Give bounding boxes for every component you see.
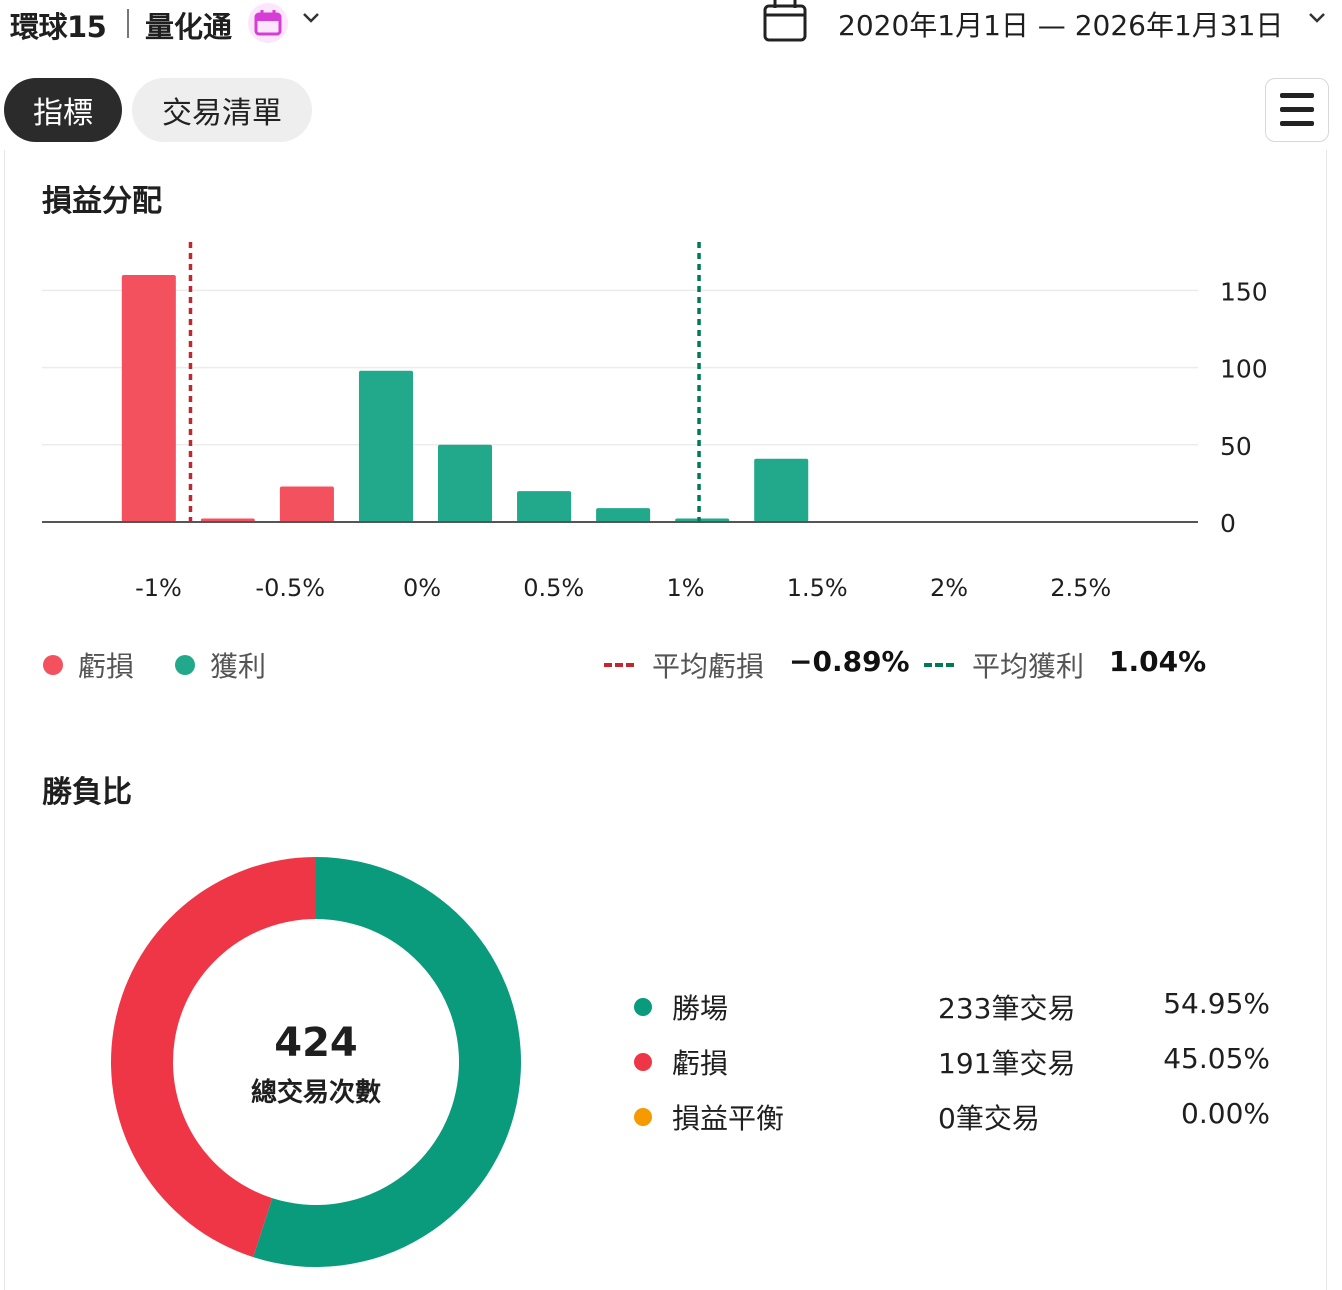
histogram-bar (279, 486, 334, 522)
row-count: 233筆交易 (938, 992, 1076, 1025)
loss-dot-icon (634, 1053, 652, 1071)
tab-metrics[interactable]: 指標 (4, 78, 122, 142)
y-tick-label: 50 (1220, 432, 1252, 461)
pnl-legend: 虧損 獲利 平均虧損 −0.89% 平均獲利 1.04% (40, 645, 1206, 685)
total-trades-label: 總交易次數 (250, 1078, 381, 1108)
donut-segment (253, 857, 521, 1267)
menu-button[interactable] (1265, 78, 1329, 142)
menu-icon-bar (1280, 107, 1314, 112)
win-loss-row-loss: 虧損 191筆交易 45.05% (634, 1042, 1274, 1082)
win-loss-donut-chart (110, 857, 521, 1267)
win-loss-row-win: 勝場 233筆交易 54.95% (634, 987, 1274, 1027)
tab-trade-list[interactable]: 交易清單 (132, 78, 312, 142)
row-percent: 0.00% (1181, 1097, 1270, 1130)
avg-loss-label: 平均虧損 (652, 650, 765, 683)
row-label: 損益平衡 (672, 1102, 785, 1135)
date-dropdown-chevron-icon[interactable] (1306, 6, 1328, 34)
win-loss-title: 勝負比 (42, 775, 132, 810)
row-label: 勝場 (672, 992, 729, 1025)
avg-profit-value: 1.04% (1109, 645, 1207, 678)
avg-loss-dash-icon (604, 663, 634, 667)
x-tick-label: 1% (666, 574, 704, 602)
x-tick-label: -1% (135, 574, 182, 602)
x-tick-label: 2% (930, 574, 968, 602)
donut-segment (110, 857, 316, 1258)
x-tick-label: 0% (403, 574, 441, 602)
histogram-bar (358, 370, 413, 522)
y-tick-label: 0 (1220, 509, 1236, 538)
top-bar: 環球15 量化通 2020年1月1日 — 2026年1月31日 (0, 0, 1342, 50)
legend-profit-label: 獲利 (210, 650, 267, 683)
metrics-card (4, 150, 1327, 1290)
date-range[interactable]: 2020年1月1日 — 2026年1月31日 (838, 9, 1284, 42)
x-tick-label: 2.5% (1050, 574, 1111, 602)
avg-loss-value: −0.89% (789, 645, 910, 678)
y-tick-label: 150 (1220, 277, 1268, 306)
pnl-distribution-chart: 0 50 100 150 -1% -0.5% 0% 0.5% 1% 1.5% 2% 2.5% (42, 242, 1268, 602)
row-percent: 54.95% (1163, 987, 1270, 1020)
breakeven-dot-icon (634, 1108, 652, 1126)
histogram-bar (596, 508, 651, 522)
win-dot-icon (634, 998, 652, 1016)
loss-dot-icon (43, 655, 63, 675)
win-loss-row-breakeven: 損益平衡 0筆交易 0.00% (634, 1097, 1274, 1137)
calendar-badge-icon[interactable] (248, 3, 288, 43)
row-count: 191筆交易 (938, 1047, 1076, 1080)
header-divider (127, 9, 129, 38)
y-tick-label: 100 (1220, 355, 1268, 384)
row-percent: 45.05% (1163, 1042, 1270, 1075)
row-label: 虧損 (672, 1047, 729, 1080)
strategy-dropdown-chevron-icon[interactable] (300, 6, 322, 34)
avg-profit-label: 平均獲利 (972, 650, 1085, 683)
menu-icon-bar (1280, 121, 1314, 126)
menu-icon-bar (1280, 93, 1314, 98)
pnl-distribution-title: 損益分配 (42, 184, 162, 219)
x-tick-label: 1.5% (787, 574, 848, 602)
profit-dot-icon (175, 655, 195, 675)
app-name: 環球15 (10, 10, 107, 44)
row-count: 0筆交易 (938, 1102, 1040, 1135)
histogram-bar (121, 274, 176, 522)
calendar-icon[interactable] (762, 0, 808, 48)
total-trades-count: 424 (274, 1020, 358, 1066)
x-tick-label: -0.5% (255, 574, 325, 602)
x-tick-label: 0.5% (523, 574, 584, 602)
histogram-bar (438, 444, 493, 522)
legend-loss-label: 虧損 (78, 650, 135, 683)
avg-profit-dash-icon (924, 663, 954, 667)
histogram-bar (517, 491, 572, 522)
histogram-bar (754, 458, 809, 522)
strategy-name[interactable]: 量化通 (145, 10, 233, 44)
